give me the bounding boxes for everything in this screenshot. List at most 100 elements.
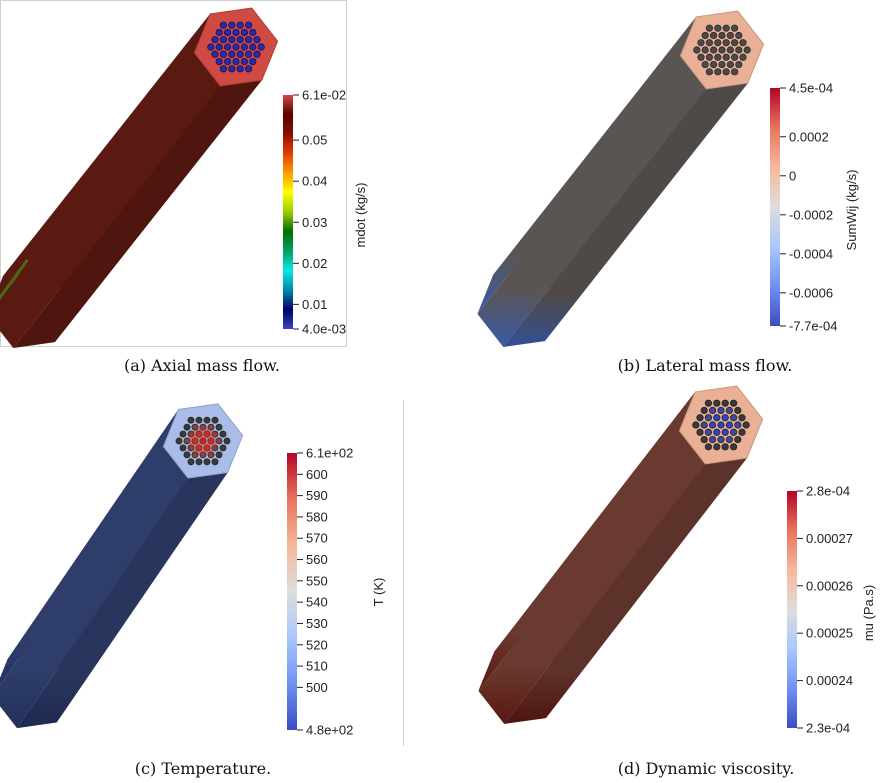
caption-d: (d) Dynamic viscosity. xyxy=(617,759,795,778)
colorbar-title: T (K) xyxy=(371,578,386,607)
colorbar-tick-label: 0.03 xyxy=(302,215,327,230)
fuel-pin xyxy=(726,31,734,40)
fuel-pin xyxy=(187,444,195,452)
fuel-pin xyxy=(701,46,709,54)
fuel-pin xyxy=(211,36,219,44)
colorbar-tick-label: 0.00025 xyxy=(806,626,853,641)
face-shade xyxy=(503,83,748,347)
prism-side-face xyxy=(504,458,747,724)
colorbar-tick-label: 0.02 xyxy=(302,256,327,271)
fuel-pin xyxy=(215,43,223,51)
fuel-pin xyxy=(223,437,231,445)
fuel-pin xyxy=(735,60,743,69)
fuel-pin xyxy=(249,28,257,37)
fuel-pin xyxy=(207,43,215,51)
colorbar-tick-label: 4.0e-03 xyxy=(302,322,346,337)
fuel-pin xyxy=(203,458,211,466)
panel-divider xyxy=(403,400,404,746)
fuel-pin xyxy=(199,437,207,445)
colorbar-tick-label: -7.7e-04 xyxy=(789,319,837,334)
fuel-pin xyxy=(742,421,750,429)
fuel-pin xyxy=(215,57,223,66)
fuel-pin xyxy=(240,57,248,66)
fuel-pin xyxy=(179,444,187,452)
fuel-pin xyxy=(717,421,725,429)
prism-side-face xyxy=(0,409,179,686)
fuel-pin xyxy=(721,399,729,407)
fuel-pin xyxy=(195,444,203,452)
colorbar-gradient xyxy=(770,88,780,326)
fuel-pin xyxy=(714,68,722,76)
fuel-pin xyxy=(722,24,730,32)
fuel-pin xyxy=(731,39,739,47)
fuel-pin xyxy=(709,435,717,444)
colorbar-a: 6.1e-02 0.05 0.04 0.03 0.02 0.01 4.0e-03 mdot (… xyxy=(283,88,368,337)
fuel-pin xyxy=(701,60,709,69)
fuel-pin xyxy=(697,53,705,61)
fuel-pin xyxy=(187,458,195,466)
fuel-pin xyxy=(183,451,191,459)
colorbar-tick-label: 0.00026 xyxy=(806,578,853,593)
fuel-pin xyxy=(735,46,743,54)
fuel-pin xyxy=(734,421,742,429)
colorbar-tick-label: 550 xyxy=(306,573,328,588)
fuel-pin xyxy=(215,423,223,431)
fuel-pin xyxy=(257,43,265,51)
prism-side-face xyxy=(17,472,228,729)
colorbar-tick-label: 580 xyxy=(306,509,328,524)
fuel-pin xyxy=(228,50,236,58)
fuel-pin xyxy=(195,458,203,466)
fuel-pin xyxy=(191,437,199,445)
fuel-pin xyxy=(705,39,713,47)
fuel-pin xyxy=(705,68,713,76)
fuel-pin xyxy=(253,36,261,44)
colorbar-tick-label: 600 xyxy=(306,467,328,482)
colorbar-tick-label: 570 xyxy=(306,531,328,546)
fuel-pin xyxy=(739,53,747,61)
colorbar-gradient xyxy=(283,95,293,329)
fuel-pin xyxy=(721,428,729,436)
fuel-pin xyxy=(211,444,219,452)
prism-side-face xyxy=(478,391,696,691)
colorbar-tick-label: 0.04 xyxy=(302,174,327,189)
fuel-pin xyxy=(704,414,712,422)
fuel-pin xyxy=(709,406,717,415)
fuel-pin xyxy=(714,24,722,32)
fuel-pin xyxy=(726,46,734,54)
fuel-pin xyxy=(730,443,738,451)
fuel-pin xyxy=(705,53,713,61)
fuel-pin xyxy=(704,399,712,407)
fuel-pin xyxy=(730,428,738,436)
fuel-pin xyxy=(183,437,191,445)
fuel-pin xyxy=(219,21,227,29)
colorbar-tick-label: -0.0004 xyxy=(789,246,833,261)
fuel-pin xyxy=(245,50,253,58)
prism-side-face xyxy=(478,430,706,724)
fuel-pin xyxy=(722,39,730,47)
colorbar-tick-label: 2.8e-04 xyxy=(806,484,850,499)
colorbar-tick-label: 590 xyxy=(306,488,328,503)
fuel-pin xyxy=(722,68,730,76)
fuel-pin xyxy=(700,421,708,429)
colorbar-title: SumWij (kg/s) xyxy=(844,170,859,251)
caption-c: (c) Temperature. xyxy=(134,759,272,778)
colorbar-tick-label: 4.5e-04 xyxy=(789,81,833,96)
colorbar-tick-label: 2.3e-04 xyxy=(806,721,850,736)
fuel-pin xyxy=(735,31,743,40)
fuel-pin xyxy=(236,50,244,58)
face-shade xyxy=(13,80,262,348)
colorbar-tick-label: 4.8e+02 xyxy=(306,723,353,738)
fuel-pin xyxy=(240,28,248,37)
fuel-pin xyxy=(692,421,700,429)
colorbar-tick-label: 6.1e-02 xyxy=(302,88,346,103)
fuel-pin xyxy=(249,57,257,66)
fuel-pin xyxy=(191,423,199,431)
fuel-pin xyxy=(195,430,203,438)
fuel-pin xyxy=(228,21,236,29)
fuel-pin xyxy=(739,39,747,47)
fuel-pin xyxy=(710,31,718,40)
fuel-pin xyxy=(726,60,734,69)
fuel-pin xyxy=(211,458,219,466)
prism-side-face xyxy=(0,52,221,348)
